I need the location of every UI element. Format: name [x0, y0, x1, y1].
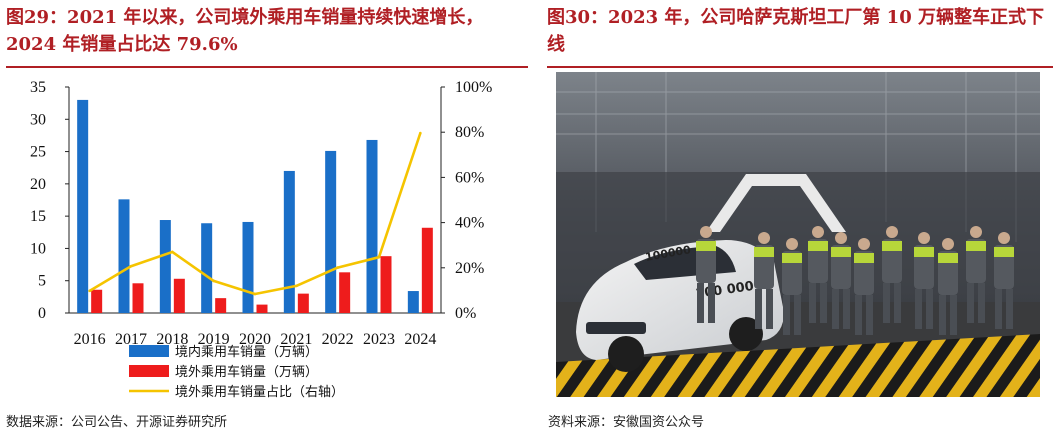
- bar-overseas: [380, 256, 392, 313]
- point-overseas-share: [88, 289, 91, 293]
- worker-figure: [808, 226, 828, 323]
- right-title-rule: [547, 66, 1053, 68]
- bar-overseas: [339, 272, 351, 313]
- point-overseas-share: [212, 279, 215, 283]
- x-tick-label: 2021: [280, 331, 312, 348]
- right-figure-title: 图30：2023 年，公司哈萨克斯坦工厂第 10 万辆整车正式下线: [547, 7, 1044, 55]
- x-tick-label: 2017: [115, 331, 147, 348]
- worker-figure: [782, 238, 802, 335]
- y-left-tick-label: 0: [38, 305, 46, 322]
- x-tick-label: 2022: [322, 331, 354, 348]
- bar-overseas: [297, 293, 309, 313]
- worker-figure: [831, 232, 851, 329]
- point-overseas-share: [377, 255, 381, 259]
- point-overseas-share: [171, 250, 174, 254]
- left-figure-title: 图29：2021 年以来，公司境外乘用车销量持续快速增长，2024 年销量占比达…: [6, 7, 484, 55]
- factory-photo: 100000 100 000: [556, 72, 1040, 397]
- point-overseas-share: [129, 264, 133, 268]
- legend-swatch-domestic: [129, 345, 169, 357]
- x-tick-label: 2016: [74, 331, 106, 348]
- y-left-tick-label: 5: [38, 273, 46, 290]
- worker-figure: [854, 238, 874, 335]
- bar-domestic: [118, 199, 130, 313]
- sales-chart: 0 5 10 15 20 25 30 35 0% 20% 40% 60% 80% 100% 2016 2017…: [30, 79, 492, 400]
- y-left-tick-label: 35: [30, 79, 46, 96]
- factory-ceiling: [556, 72, 1040, 242]
- bar-domestic: [201, 223, 213, 313]
- y-left-tick-label: 10: [30, 240, 46, 257]
- point-overseas-share: [295, 284, 298, 288]
- bar-domestic: [77, 99, 89, 314]
- x-tick-label: 2020: [239, 331, 271, 348]
- legend-label-share: 境外乘用车销量占比（右轴）: [175, 384, 344, 400]
- x-tick-label: 2024: [404, 331, 436, 348]
- bar-overseas: [132, 283, 144, 313]
- y-left-tick-label: 20: [30, 176, 46, 193]
- worker-figure: [754, 232, 774, 329]
- y-right-tick-label: 80%: [455, 124, 484, 141]
- y-right-tick-label: 100%: [455, 79, 492, 96]
- workers-group: [696, 226, 1014, 335]
- bar-overseas: [256, 304, 268, 313]
- legend-swatch-overseas: [129, 365, 169, 377]
- x-tick-label: 2023: [363, 331, 395, 348]
- y-right-tick-label: 60%: [455, 169, 484, 186]
- worker-figure: [938, 238, 958, 335]
- point-overseas-share: [336, 266, 339, 269]
- bar-domestic: [325, 150, 337, 313]
- bar-domestic: [159, 220, 171, 313]
- left-title-rule: [6, 66, 528, 68]
- x-tick-label: 2018: [156, 331, 188, 348]
- bar-overseas: [173, 278, 185, 313]
- y-right-tick-label: 0%: [455, 305, 476, 322]
- bar-overseas: [215, 298, 227, 313]
- y-left-tick-label: 30: [30, 111, 46, 128]
- point-overseas-share: [419, 131, 422, 135]
- light-arch: [706, 174, 846, 232]
- bar-domestic: [366, 139, 378, 313]
- worker-figure: [966, 226, 986, 323]
- worker-figure: [914, 232, 934, 329]
- worker-figure: [994, 232, 1014, 329]
- y-right-tick-label: 20%: [455, 260, 484, 277]
- y-right-tick-label: 40%: [455, 215, 484, 232]
- y-left-tick-label: 25: [30, 144, 46, 161]
- x-tick-label: 2019: [198, 331, 230, 348]
- bar-domestic: [283, 170, 295, 313]
- bar-overseas: [421, 227, 433, 313]
- worker-figure: [882, 226, 902, 323]
- bar-overseas: [91, 289, 103, 313]
- y-left-tick-label: 15: [30, 208, 46, 225]
- left-source-note: 数据来源：公司公告、开源证券研究所: [6, 415, 228, 430]
- bar-domestic: [242, 221, 254, 313]
- worker-figure: [696, 226, 716, 323]
- legend-label-domestic: 境内乘用车销量（万辆）: [175, 344, 318, 360]
- right-source-note: 资料来源：安徽国资公众号: [548, 415, 705, 430]
- hazard-floor-stripes: [556, 334, 1040, 397]
- legend-label-overseas: 境外乘用车销量（万辆）: [175, 364, 318, 380]
- bar-domestic: [407, 291, 419, 313]
- point-overseas-share: [253, 292, 257, 296]
